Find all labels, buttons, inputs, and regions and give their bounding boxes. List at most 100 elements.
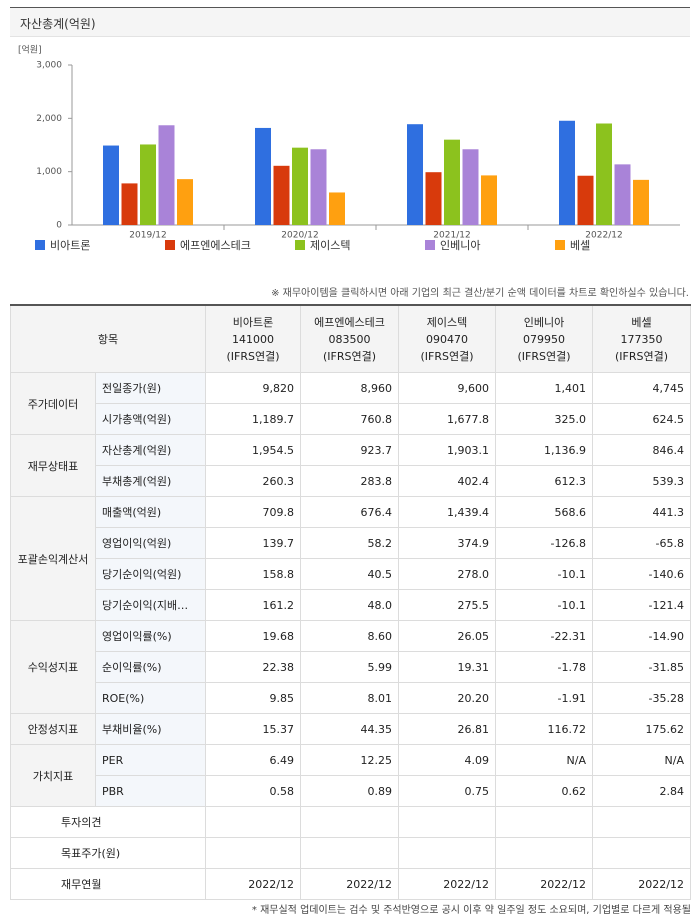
empty-cell [205,806,301,838]
value-cell: 0.75 [398,775,496,807]
value-cell: 15.37 [205,713,301,745]
legend-label: 제이스텍 [310,239,350,252]
value-cell: 0.62 [495,775,593,807]
bar [292,147,308,225]
table-row: 주가데이터 전일종가(원) 9,820 8,960 9,600 1,401 4,745 [10,372,691,435]
value-cell: 2022/12 [495,868,593,900]
value-cell: -1.78 [495,651,593,683]
bar [255,127,271,225]
empty-cell [495,837,593,869]
group-label: 재무상태표 [10,434,96,497]
item-label: 부채총계(억원) [95,465,206,497]
value-cell: 161.2 [205,589,301,621]
table-row: 재무연월 2022/12 2022/12 2022/12 2022/12 2022/12 [10,868,691,900]
value-cell: 26.05 [398,620,496,652]
value-cell: 1,189.7 [205,403,301,435]
value-cell: 709.8 [205,496,301,528]
bar [559,120,575,225]
item-label: ROE(%) [95,682,206,714]
legend-label: 비아트론 [50,239,90,252]
value-cell: -140.6 [592,558,691,590]
item-label: 부채비율(%) [95,713,206,745]
x-tick-label: 2020/12 [281,231,318,241]
company-name: 인베니아 [523,315,565,329]
table-row: 영업이익(억원) 139.7 58.2 374.9 -126.8 -65.8 [11,527,691,559]
company-code: 083500 [328,332,371,346]
value-cell: 260.3 [205,465,301,497]
value-cell: 9,820 [205,372,301,404]
note: ※ 재무아이템을 클릭하시면 아래 기업의 최근 결산/분기 순액 데이터를 차… [271,288,689,299]
chart-header: 자산총계(억원) [10,7,690,37]
bar [103,145,119,225]
y-tick-label: 3,000 [36,61,62,71]
value-cell: 612.3 [495,465,593,497]
group-label: 가치지표 [10,744,96,807]
table-row: 순이익률(%) 22.38 5.99 19.31 -1.78 -31.85 [11,651,691,683]
company-basis: (IFRS연결) [322,349,377,363]
value-cell: 158.8 [205,558,301,590]
bar [407,124,423,225]
value-cell: 44.35 [300,713,399,745]
x-tick-label: 2019/12 [129,231,166,241]
table-row: 시가총액(억원) 1,189.7 760.8 1,677.8 325.0 624.5 [11,403,691,435]
value-cell: -121.4 [592,589,691,621]
bar [329,192,345,225]
value-cell: 2.84 [592,775,691,807]
value-cell: 1,439.4 [398,496,496,528]
chart: [억원] 0 1,000 2,000 3,000 2019/12 2020/12 2021/… [18,44,680,252]
value-cell: N/A [592,744,691,776]
company-name: 제이스텍 [426,315,468,329]
item-label: 당기순이익(억원) [95,558,206,590]
header-cell: 항목 [10,304,206,373]
value-cell: 760.8 [300,403,399,435]
group-label: 포괄손익계산서 [10,496,96,621]
bar [614,164,631,225]
empty-cell [300,837,399,869]
value-cell: 275.5 [398,589,496,621]
value-cell: 19.31 [398,651,496,683]
table-row: 가치지표 PER 6.49 12.25 4.09 N/A N/A [10,744,691,807]
value-cell: -22.31 [495,620,593,652]
item-label: 당기순이익(지배… [95,589,206,621]
company-name: 베셀 [631,315,652,329]
company-basis: (IFRS연결) [420,349,474,363]
value-cell: 4,745 [592,372,691,404]
legend-swatch [425,240,435,250]
empty-cell [398,806,496,838]
value-cell: 325.0 [495,403,593,435]
company-header: 에프엔에스테크 083500 (IFRS연결) [300,304,399,373]
company-name: 에프엔에스테크 [314,315,385,329]
item-label: 영업이익(억원) [95,527,206,559]
item-label: 자산총계(억원) [95,434,206,466]
table-row: 당기순이익(억원) 158.8 40.5 278.0 -10.1 -140.6 [11,558,691,590]
x-tick-label: 2022/12 [585,231,622,241]
value-cell: -14.90 [592,620,691,652]
value-cell: -126.8 [495,527,593,559]
empty-cell [205,837,301,869]
legend-swatch [35,240,45,250]
legend-label: 에프엔에스테크 [180,239,251,252]
value-cell: 1,136.9 [495,434,593,466]
value-cell: 1,401 [495,372,593,404]
bar [310,149,327,225]
table-row: 투자의견 [10,806,691,838]
table-row: PBR 0.58 0.89 0.75 0.62 2.84 [11,775,691,807]
bar [577,175,594,225]
empty-cell [592,837,691,869]
y-tick-label: 0 [56,221,62,231]
value-cell: 58.2 [300,527,399,559]
value-cell: 1,954.5 [205,434,301,466]
bar [481,175,497,225]
empty-cell [495,806,593,838]
item-label: 투자의견 [10,806,206,838]
y-tick-label: 1,000 [36,167,62,177]
legend-label: 인베니아 [440,239,480,252]
legend-label: 베셀 [570,239,590,252]
item-label: 전일종가(원) [95,372,206,404]
item-label: 순이익률(%) [95,651,206,683]
table-row: 부채총계(억원) 260.3 283.8 402.4 612.3 539.3 [11,465,691,497]
value-cell: 48.0 [300,589,399,621]
value-cell: 139.7 [205,527,301,559]
value-cell: N/A [495,744,593,776]
